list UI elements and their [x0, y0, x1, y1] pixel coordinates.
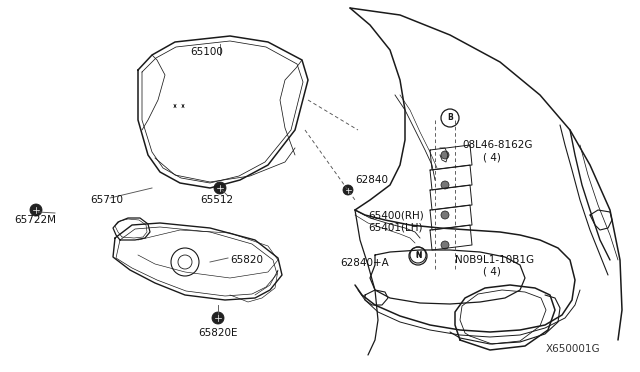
- Text: 08L46-8162G: 08L46-8162G: [462, 140, 532, 150]
- Text: B: B: [447, 113, 453, 122]
- Text: 65400(RH): 65400(RH): [368, 210, 424, 220]
- Text: N: N: [415, 251, 421, 260]
- Text: N: N: [415, 252, 421, 258]
- Text: 65100: 65100: [190, 47, 223, 57]
- Text: ( 4): ( 4): [483, 152, 501, 162]
- Circle shape: [212, 312, 224, 324]
- Circle shape: [441, 241, 449, 249]
- Text: 65722M: 65722M: [14, 215, 56, 225]
- Circle shape: [30, 204, 42, 216]
- Circle shape: [343, 185, 353, 195]
- Circle shape: [214, 182, 226, 194]
- Text: ( 4): ( 4): [483, 267, 501, 277]
- Text: 62840: 62840: [355, 175, 388, 185]
- Text: X650001G: X650001G: [545, 344, 600, 354]
- Circle shape: [441, 151, 449, 159]
- Text: 62840+A: 62840+A: [340, 258, 388, 268]
- Text: N0B9L1-10B1G: N0B9L1-10B1G: [455, 255, 534, 265]
- Text: 65820E: 65820E: [198, 328, 237, 338]
- Text: 65710: 65710: [90, 195, 123, 205]
- Text: 65512: 65512: [200, 195, 233, 205]
- Text: 65401(LH): 65401(LH): [368, 222, 422, 232]
- Text: 65820: 65820: [230, 255, 263, 265]
- Circle shape: [441, 181, 449, 189]
- Circle shape: [441, 211, 449, 219]
